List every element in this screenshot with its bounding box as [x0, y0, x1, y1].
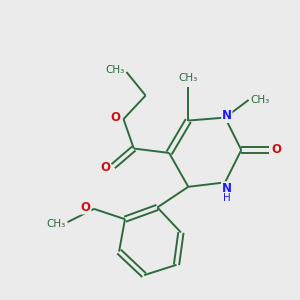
- Text: O: O: [81, 201, 91, 214]
- Text: H: H: [223, 193, 230, 203]
- Text: N: N: [222, 109, 232, 122]
- Text: O: O: [100, 161, 110, 174]
- Text: O: O: [272, 143, 282, 157]
- Text: CH₃: CH₃: [106, 65, 125, 76]
- Text: N: N: [222, 182, 232, 195]
- Text: CH₃: CH₃: [250, 95, 269, 105]
- Text: CH₃: CH₃: [179, 74, 198, 83]
- Text: CH₃: CH₃: [47, 219, 66, 229]
- Text: O: O: [110, 111, 120, 124]
